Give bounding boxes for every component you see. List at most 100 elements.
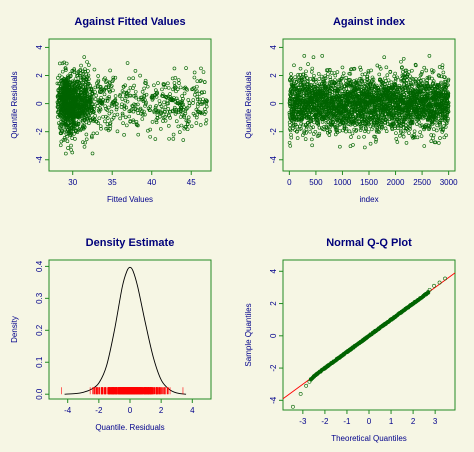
index-point	[367, 130, 370, 133]
fitted-point	[61, 70, 64, 73]
index-point	[351, 143, 354, 146]
index-point	[407, 132, 410, 135]
index-point	[294, 76, 297, 79]
fitted-point	[94, 98, 97, 101]
fitted-point	[191, 102, 194, 105]
fitted-point	[195, 122, 198, 125]
fitted-point	[172, 137, 175, 140]
index-ytick-label: 2	[269, 73, 278, 78]
index-point	[292, 64, 295, 67]
index-point	[385, 66, 388, 69]
fitted-point	[179, 86, 182, 89]
index-point	[402, 126, 405, 129]
index-point	[318, 78, 321, 81]
fitted-point	[193, 71, 196, 74]
index-point	[341, 66, 344, 69]
density-ytick-label: 0.3	[35, 292, 44, 304]
index-point	[303, 54, 306, 57]
density-xtick-label: -2	[95, 406, 103, 415]
index-point	[436, 124, 439, 127]
fitted-point	[103, 120, 106, 123]
fitted-point	[173, 67, 176, 70]
fitted-point	[111, 89, 114, 92]
index-point	[384, 127, 387, 130]
fitted-point	[203, 81, 206, 84]
index-point	[289, 124, 292, 127]
fitted-ytick-label: 0	[35, 101, 44, 106]
index-point	[437, 141, 440, 144]
index-point	[432, 80, 435, 83]
index-point	[399, 60, 402, 63]
fitted-point	[141, 117, 144, 120]
fitted-point	[110, 118, 113, 121]
index-ytick-label: -4	[269, 156, 278, 164]
index-ytick-label: 4	[269, 45, 278, 50]
index-point	[363, 146, 366, 149]
index-point	[402, 57, 405, 60]
index-point	[351, 132, 354, 135]
index-point	[310, 70, 313, 73]
fitted-point	[199, 123, 202, 126]
fitted-point	[161, 108, 164, 111]
index-point	[410, 69, 413, 72]
index-ytick-label: 0	[269, 101, 278, 106]
density-frame	[49, 260, 211, 399]
fitted-point	[128, 115, 131, 118]
index-point	[336, 71, 339, 74]
fitted-point	[201, 98, 204, 101]
fitted-point	[175, 90, 178, 93]
index-point	[378, 73, 381, 76]
index-point	[328, 134, 331, 137]
index-xtick-label: 500	[309, 178, 323, 187]
index-point	[307, 63, 310, 66]
index-point	[317, 72, 320, 75]
index-ylabel: Quantile Residuals	[244, 71, 253, 138]
fitted-point	[166, 99, 169, 102]
fitted-point	[134, 69, 137, 72]
fitted-point	[160, 88, 163, 91]
fitted-point	[167, 124, 170, 127]
index-point	[423, 145, 426, 148]
fitted-point	[199, 67, 202, 70]
fitted-points	[56, 56, 209, 156]
index-point	[321, 54, 324, 57]
index-point	[394, 132, 397, 135]
index-xtick-label: 2000	[387, 178, 405, 187]
fitted-point	[66, 140, 69, 143]
fitted-point	[86, 60, 89, 63]
fitted-point	[97, 74, 100, 77]
fitted-point	[92, 132, 95, 135]
index-point	[385, 130, 388, 133]
index-point	[309, 130, 312, 133]
fitted-point	[116, 130, 119, 133]
fitted-title: Against Fitted Values	[74, 16, 185, 28]
fitted-point	[158, 99, 161, 102]
fitted-point	[115, 108, 118, 111]
fitted-ylabel: Quantile Residuals	[10, 71, 19, 138]
index-point	[348, 130, 351, 133]
fitted-point	[83, 145, 86, 148]
index-point	[290, 136, 293, 139]
index-xtick-label: 2500	[413, 178, 431, 187]
fitted-point	[146, 85, 149, 88]
fitted-point	[109, 69, 112, 72]
index-xlabel: index	[359, 195, 378, 204]
fitted-point	[93, 68, 96, 71]
fitted-point	[195, 85, 198, 88]
index-point	[311, 144, 314, 147]
fitted-point	[139, 74, 142, 77]
index-point	[442, 71, 445, 74]
fitted-ytick-label: -4	[35, 156, 44, 164]
index-point	[312, 74, 315, 77]
fitted-point	[193, 76, 196, 79]
fitted-point	[132, 77, 135, 80]
fitted-point	[80, 64, 83, 67]
index-point	[394, 72, 397, 75]
fitted-point	[71, 151, 74, 154]
index-point	[326, 72, 329, 75]
index-point	[395, 137, 398, 140]
index-point	[288, 141, 291, 144]
